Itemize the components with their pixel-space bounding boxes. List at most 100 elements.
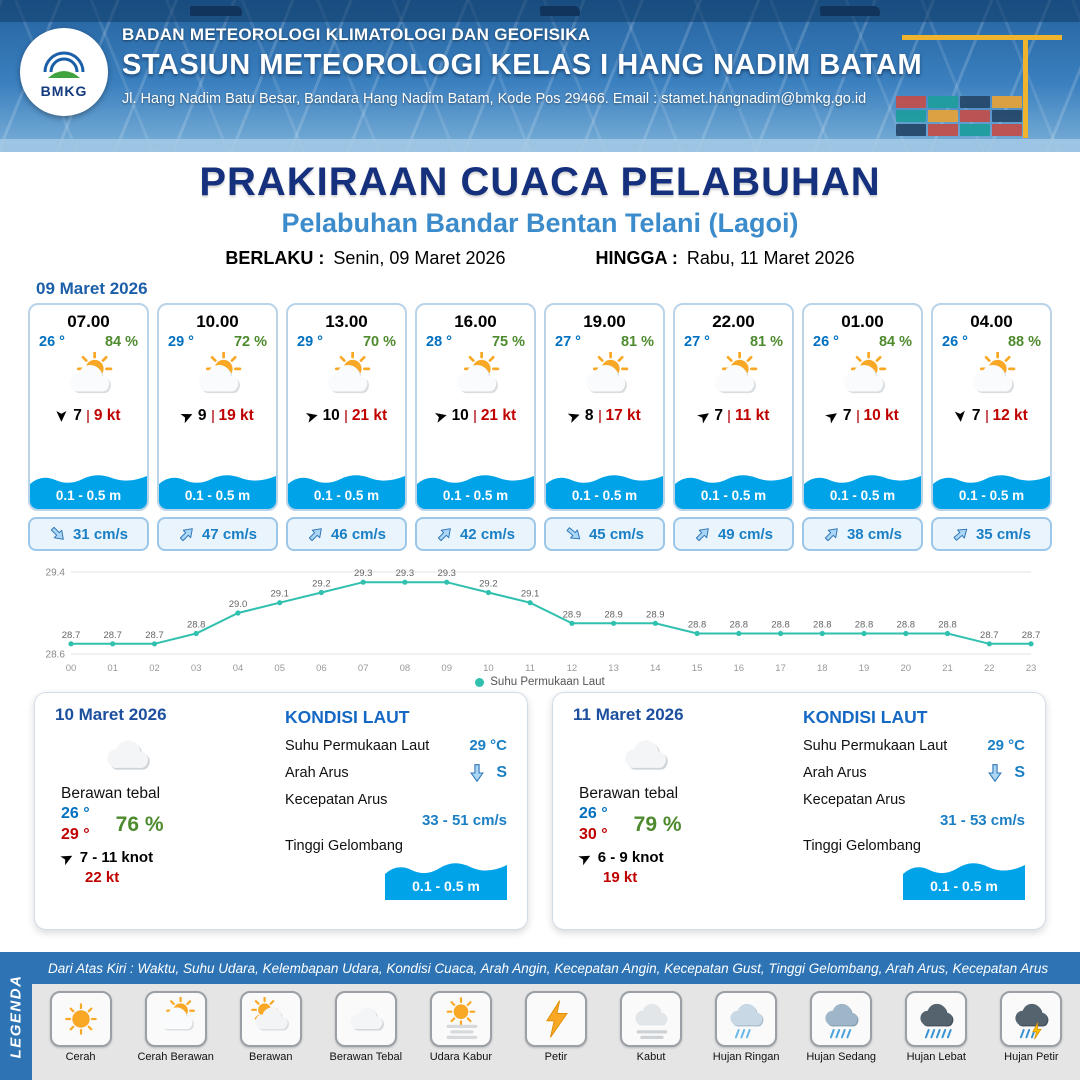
forecast-time: 19.00 [583, 312, 626, 331]
wind-row: ➤ 7 12 kt [953, 407, 1028, 425]
svg-text:04: 04 [233, 663, 244, 674]
wind-speed: 7 [971, 407, 981, 424]
divider [985, 409, 988, 423]
wind-row: ➤ 9 19 kt [178, 406, 254, 425]
wave-height-band: 0.1 - 0.5 m [385, 858, 507, 900]
legend-icon-box [715, 991, 778, 1047]
current-direction-icon [303, 521, 328, 546]
current-panel: 49 cm/s [673, 517, 794, 551]
current-direction-value: S [496, 764, 507, 781]
wind-speed: 8 [584, 407, 594, 424]
svg-text:03: 03 [191, 663, 202, 674]
wave-height-band: 0.1 - 0.5 m [288, 469, 405, 509]
svg-text:28.8: 28.8 [855, 620, 874, 631]
wave-height-value: 0.1 - 0.5 m [313, 488, 380, 503]
legend-icon-box [334, 991, 397, 1047]
temperature-min: 26 ° [61, 805, 90, 822]
title-block: PRAKIRAAN CUACA PELABUHAN Pelabuhan Band… [0, 160, 1080, 269]
current-speed: 35 cm/s [975, 525, 1032, 543]
forecast-cards-row: 07.00 26 ° 84 % ➤ 7 9 kt [28, 303, 1052, 551]
sst-chart-section: 29.4 28.6 28.7 00 28.7 01 28.7 02 28.8 03 29.0 04 29… [20, 556, 1060, 689]
svg-text:28.7: 28.7 [62, 630, 81, 641]
air-temperature: 27 ° [684, 334, 710, 350]
air-temperature: 28 ° [426, 334, 452, 350]
current-speed: 45 cm/s [588, 525, 645, 543]
current-panel: 31 cm/s [28, 517, 149, 551]
weather-condition-icon [186, 351, 250, 406]
wave-height-value: 0.1 - 0.5 m [930, 878, 998, 894]
current-speed: 42 cm/s [459, 525, 516, 543]
day-forecast-card: 11 Maret 2026 Berawan tebal 26 ° 30 ° 79… [552, 692, 1046, 930]
wave-height-band: 0.1 - 0.5 m [159, 469, 276, 509]
svg-text:05: 05 [274, 663, 285, 674]
humidity-value: 84 % [104, 334, 138, 350]
legend-item-label: Petir [544, 1051, 568, 1063]
weather-legend-icon [57, 997, 105, 1041]
humidity-value: 75 % [491, 334, 525, 350]
legend-item-label: Cerah [65, 1051, 96, 1063]
weather-condition-icon [444, 351, 508, 406]
current-speed: 31 cm/s [72, 525, 129, 543]
wave-height-band: 0.1 - 0.5 m [903, 858, 1025, 900]
current-speed: 49 cm/s [717, 525, 774, 543]
temperature-max: 29 ° [61, 826, 90, 843]
svg-text:29.2: 29.2 [312, 579, 331, 590]
wave-height-value: 0.1 - 0.5 m [55, 488, 122, 503]
wave-shape [30, 475, 147, 509]
forecast-time: 04.00 [970, 312, 1013, 331]
legend-item-label: Berawan [249, 1051, 293, 1063]
svg-text:29.3: 29.3 [354, 568, 373, 579]
weather-condition-icon [83, 727, 171, 783]
divider [473, 409, 476, 423]
sst-value: 29 °C [987, 737, 1025, 754]
current-direction-icon [561, 521, 586, 546]
gust-speed: 10 kt [863, 407, 899, 424]
forecast-time: 07.00 [67, 312, 110, 331]
wind-direction-icon: ➤ [694, 406, 713, 426]
legend-icon-box [905, 991, 968, 1047]
sst-value: 29 °C [469, 737, 507, 754]
svg-text:29.1: 29.1 [270, 589, 289, 600]
wave-height-value: 0.1 - 0.5 m [700, 488, 767, 503]
legend-item-label: Berawan Tebal [329, 1051, 403, 1063]
legend-item-label: Udara Kabur [429, 1051, 493, 1063]
weather-legend-icon [817, 997, 865, 1041]
wave-shape [675, 475, 792, 509]
svg-text:28.8: 28.8 [813, 620, 832, 631]
current-direction-icon [819, 521, 844, 546]
weather-condition-icon [960, 351, 1024, 406]
header-banner: BMKG BADAN METEOROLOGI KLIMATOLOGI DAN G… [0, 0, 1080, 152]
chart-legend-dot [475, 677, 485, 687]
wind-speed: 7 [842, 407, 852, 424]
agency-name: BADAN METEOROLOGI KLIMATOLOGI DAN GEOFIS… [122, 25, 591, 44]
legend-item: Hujan Lebat [890, 991, 983, 1064]
weather-legend-icon [532, 997, 580, 1041]
legend-note-bar: Dari Atas Kiri : Waktu, Suhu Udara, Kele… [0, 952, 1080, 984]
svg-text:28.8: 28.8 [897, 620, 916, 631]
air-temperature: 26 ° [813, 334, 839, 350]
gust-speed: 11 kt [734, 407, 770, 424]
wind-row: ➤ 7 9 kt [54, 407, 120, 425]
legend-icon-box [429, 991, 492, 1047]
day-summary-row: 10 Maret 2026 Berawan tebal 26 ° 29 ° 76… [34, 692, 1046, 930]
air-temperature: 29 ° [168, 334, 194, 350]
validity-period: BERLAKU : Senin, 09 Maret 2026 HINGGA : … [0, 248, 1080, 269]
svg-text:29.0: 29.0 [229, 599, 248, 610]
legend-item-label: Hujan Petir [1004, 1051, 1059, 1063]
svg-text:29.3: 29.3 [396, 568, 415, 579]
forecast-time: 10.00 [196, 312, 239, 331]
wave-height-label: Tinggi Gelombang [285, 838, 403, 854]
current-panel: 47 cm/s [157, 517, 278, 551]
sea-condition-title: KONDISI LAUT [803, 707, 928, 727]
legend-icon-box [810, 991, 873, 1047]
forecast-card: 04.00 26 ° 88 % ➤ 7 12 kt [931, 303, 1052, 551]
current-direction-icon [690, 521, 715, 546]
container-stack-illustration [896, 96, 1022, 136]
humidity-value: 70 % [362, 334, 396, 350]
current-direction-icon [948, 521, 973, 546]
current-direction-label: Arah Arus [803, 765, 867, 781]
legend-icon-box [524, 991, 587, 1047]
day-date: 11 Maret 2026 [573, 705, 684, 724]
wave-height-value: 0.1 - 0.5 m [412, 878, 480, 894]
wave-shape [159, 475, 276, 509]
